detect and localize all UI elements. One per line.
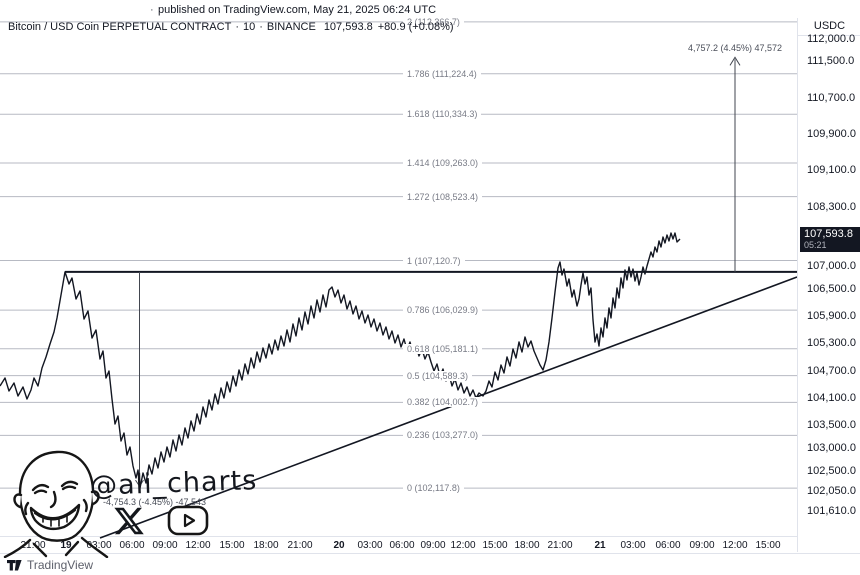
time-axis[interactable]: 21:00 19 03:00 06:00 09:00 12:00 15:00 18:00 21:…: [0, 536, 860, 554]
price-line-path: [0, 232, 681, 489]
time-axis-label: 18:00: [253, 540, 279, 551]
bullet-icon: ·: [150, 4, 154, 16]
price-axis-label: 110,700.0: [807, 91, 856, 104]
fib-label-0[interactable]: 0 (102,117.8): [403, 483, 464, 494]
fib-label-0.5[interactable]: 0.5 (104,589.3): [403, 370, 473, 381]
price-axis-label: 112,000.0: [807, 32, 856, 45]
watermark-handle: @ali_charts: [89, 465, 258, 502]
price-change: +80.9 (+0.08%): [377, 21, 454, 33]
fib-label-1.786[interactable]: 1.786 (111,224.4): [403, 68, 481, 79]
price-axis-label: 103,500.0: [807, 419, 856, 432]
price-axis-label: 104,100.0: [807, 391, 856, 404]
time-axis-label: 12:00: [185, 540, 211, 551]
time-axis-label: 06:00: [389, 540, 415, 551]
price-axis[interactable]: USDC 107,593.8 05:21 112,000.0 111,500.0 1…: [797, 18, 860, 552]
price-axis-label: 108,300.0: [807, 200, 856, 213]
brand-name: TradingView: [27, 558, 94, 572]
time-axis-label: 06:00: [119, 540, 145, 551]
time-axis-label: 18:00: [514, 540, 540, 551]
time-axis-label: 21: [594, 540, 606, 551]
tradingview-logo-icon: [7, 559, 22, 570]
tag-countdown: 05:21: [804, 239, 827, 250]
time-axis-label: 03:00: [357, 540, 383, 551]
time-axis-label: 09:00: [420, 540, 446, 551]
tag-price: 107,593.8: [804, 227, 853, 240]
time-axis-label: 19: [60, 540, 72, 551]
time-axis-label: 21:00: [287, 540, 313, 551]
target-arrowhead-icon: [729, 56, 741, 66]
time-axis-label: 03:00: [620, 540, 646, 551]
fib-label-1.414[interactable]: 1.414 (109,263.0): [403, 158, 483, 169]
last-price: 107,593.8: [323, 21, 373, 33]
price-axis-label: 105,300.0: [807, 337, 856, 350]
ali-face-watermark: [3, 450, 109, 558]
time-axis-label: 21:00: [20, 540, 46, 551]
tradingview-brand[interactable]: TradingView: [7, 558, 93, 572]
fib-label-0.786[interactable]: 0.786 (106,029.9): [403, 305, 483, 316]
fib-label-1.272[interactable]: 1.272 (108,523.4): [403, 191, 483, 202]
time-axis-label: 20: [333, 540, 345, 551]
time-axis-label: 06:00: [655, 540, 681, 551]
title-separator: ·: [235, 21, 239, 33]
price-axis-label: 109,100.0: [807, 164, 856, 177]
fib-label-1.618[interactable]: 1.618 (110,334.3): [403, 109, 482, 120]
price-axis-label: 101,610.0: [807, 505, 856, 518]
price-axis-label: 107,000.0: [807, 260, 856, 272]
time-axis-label: 15:00: [219, 540, 245, 551]
time-axis-label: 15:00: [482, 540, 508, 551]
title-separator: ·: [259, 21, 263, 33]
price-axis-label: 103,000.0: [807, 442, 856, 454]
fib-label-0.382[interactable]: 0.382 (104,002.7): [403, 397, 483, 408]
symbol-name[interactable]: Bitcoin / USD Coin PERPETUAL CONTRACT: [8, 21, 232, 33]
time-axis-label: 09:00: [689, 540, 715, 551]
time-axis-label: 09:00: [152, 540, 178, 551]
price-axis-label: 102,500.0: [807, 464, 856, 477]
x-logo-icon: [114, 507, 144, 535]
price-axis-label: 105,900.0: [807, 310, 856, 323]
ascending-trendline[interactable]: [99, 276, 798, 539]
fib-label-0.236[interactable]: 0.236 (103,277.0): [403, 430, 483, 441]
fib-label-2[interactable]: 2 (112,366.7): [403, 16, 464, 27]
target-measure-label[interactable]: 4,757.2 (4.45%) 47,572: [687, 43, 783, 53]
published-header: published on TradingView.com, May 21, 20…: [158, 4, 437, 16]
last-price-tag: 107,593.8 05:21: [800, 226, 860, 252]
chart-title: Bitcoin / USD Coin PERPETUAL CONTRACT · 10…: [8, 21, 454, 33]
exchange-name: BINANCE: [266, 21, 316, 33]
price-axis-currency: USDC: [798, 18, 860, 36]
price-axis-label: 106,500.0: [807, 282, 856, 295]
time-axis-label: 21:00: [547, 540, 573, 551]
time-axis-label: 12:00: [450, 540, 476, 551]
fib-label-1[interactable]: 1 (107,120.7): [403, 255, 465, 266]
chart-interval[interactable]: 10: [242, 21, 256, 33]
time-axis-label: 15:00: [755, 540, 781, 551]
time-axis-label: 03:00: [86, 540, 112, 551]
time-axis-label: 12:00: [722, 540, 748, 551]
price-axis-label: 111,500.0: [807, 55, 855, 68]
youtube-icon: [167, 505, 209, 536]
price-axis-label: 104,700.0: [807, 364, 856, 377]
price-axis-label: 109,900.0: [807, 128, 856, 141]
fib-label-0.618[interactable]: 0.618 (105,181.1): [403, 343, 483, 354]
price-axis-label: 102,050.0: [807, 485, 856, 498]
range-measure-label[interactable]: -4,754.3 (-4.45%) -47,543: [103, 497, 207, 507]
